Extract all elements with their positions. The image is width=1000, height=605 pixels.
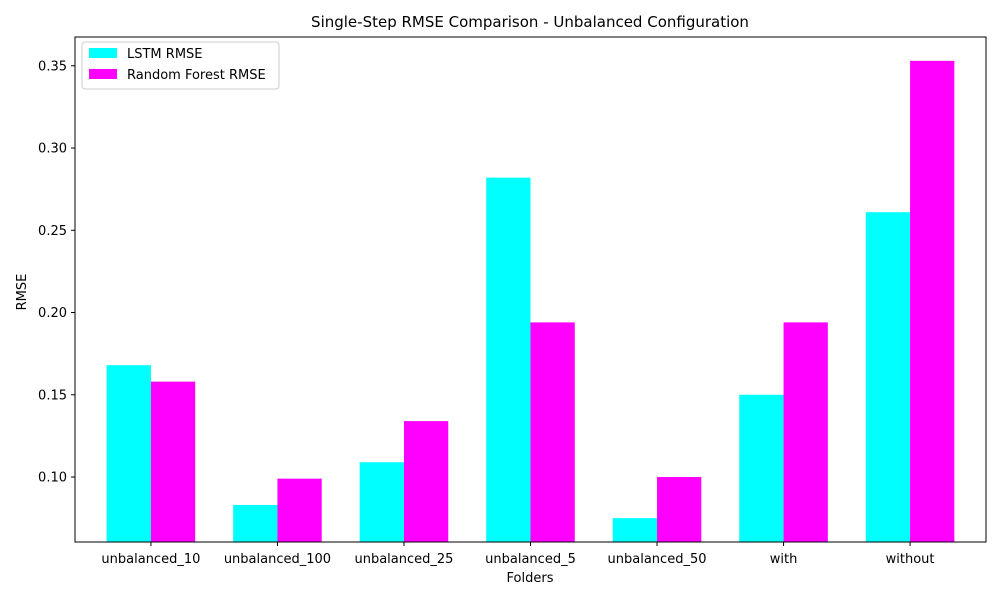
bar-random-forest-rmse-unbalanced-5: [530, 322, 575, 542]
x-tick-label: unbalanced_25: [354, 552, 453, 567]
legend: LSTM RMSE Random Forest RMSE: [81, 41, 280, 90]
y-tick-label: 0.20: [38, 306, 67, 321]
bar-random-forest-rmse-unbalanced-100: [277, 478, 322, 542]
x-tick-label: unbalanced_5: [485, 552, 576, 567]
y-axis-label: RMSE: [15, 274, 30, 311]
y-tick-label: 0.25: [38, 224, 67, 239]
x-tick-label: with: [770, 552, 798, 567]
bar-lstm-rmse-unbalanced-50: [612, 518, 658, 542]
y-tick-label: 0.15: [38, 388, 67, 403]
x-tick-label: unbalanced_10: [101, 552, 200, 567]
x-tick-label: without: [886, 552, 935, 567]
y-tick-label: 0.30: [38, 142, 67, 157]
legend-box: [81, 41, 280, 90]
axes-layer: 0.10 0.15 0.20 0.25 0.30 0.35 unbalanced_10 unb…: [38, 36, 987, 567]
bar-lstm-rmse-unbalanced-10: [106, 365, 151, 542]
x-tick-label: unbalanced_50: [608, 552, 707, 567]
bar-random-forest-rmse-without: [910, 60, 955, 542]
bar-random-forest-rmse-unbalanced-50: [657, 477, 702, 542]
chart-title: Single-Step RMSE Comparison - Unbalanced…: [311, 13, 749, 31]
bar-random-forest-rmse-unbalanced-10: [150, 381, 196, 542]
legend-label: Random Forest RMSE: [127, 68, 266, 83]
legend-swatch: [89, 69, 117, 79]
bar-lstm-rmse-without: [865, 212, 911, 542]
x-tick-label: unbalanced_100: [224, 552, 331, 567]
bar-lstm-rmse-unbalanced-25: [359, 462, 404, 542]
y-tick-label: 0.10: [38, 471, 67, 486]
x-axis-label: Folders: [507, 571, 554, 586]
legend-swatch: [89, 48, 117, 58]
bar-lstm-rmse-with: [739, 394, 784, 542]
bar-lstm-rmse-unbalanced-5: [486, 177, 531, 542]
legend-label: LSTM RMSE: [127, 47, 203, 62]
bars-layer: [106, 60, 955, 542]
y-tick-label: 0.35: [38, 59, 67, 74]
bar-random-forest-rmse-with: [783, 322, 828, 542]
bar-random-forest-rmse-unbalanced-25: [403, 421, 449, 542]
bar-lstm-rmse-unbalanced-100: [233, 504, 278, 542]
